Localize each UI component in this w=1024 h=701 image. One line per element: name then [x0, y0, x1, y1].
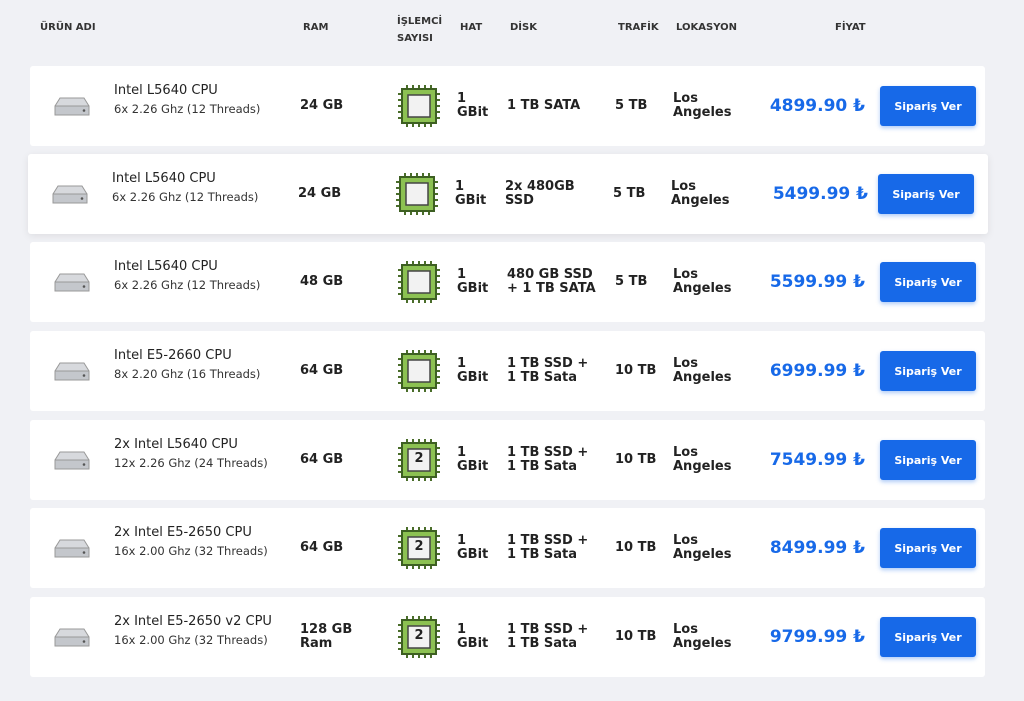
column-header: DİSK — [510, 22, 537, 33]
traffic: 5 TB — [615, 274, 648, 289]
row-card: 2x Intel E5-2650 CPU 16x 2.00 Ghz (32 Thr… — [30, 508, 985, 588]
server-icon — [54, 359, 90, 387]
disk: 1 TB SSD + 1 TB Sata — [507, 445, 589, 474]
disk: 1 TB SSD + 1 TB Sata — [507, 533, 589, 562]
server-icon — [54, 94, 90, 122]
product-spec: 16x 2.00 Ghz (32 Threads) — [114, 544, 268, 558]
product-name: Intel L5640 CPU — [114, 83, 218, 98]
column-header: HAT — [460, 22, 483, 33]
order-button[interactable]: Sipariş Ver — [880, 440, 976, 480]
server-icon — [54, 536, 90, 564]
cpu-icon: 2 — [397, 438, 441, 482]
product-spec: 6x 2.26 Ghz (12 Threads) — [114, 102, 261, 116]
column-header: ÜRÜN ADI — [40, 22, 96, 33]
ram: 24 GB — [300, 98, 344, 113]
cpu-icon: 2 — [397, 526, 441, 570]
product-name: 2x Intel E5-2650 v2 CPU — [114, 614, 272, 629]
traffic: 5 TB — [613, 186, 646, 201]
ram: 64 GB — [300, 452, 344, 467]
product-spec: 12x 2.26 Ghz (24 Threads) — [114, 456, 268, 470]
server-icon — [54, 625, 90, 653]
cpu-count: 2 — [414, 539, 424, 554]
product-name: Intel L5640 CPU — [114, 259, 218, 274]
ram: 64 GB — [300, 540, 344, 555]
product-spec: 16x 2.00 Ghz (32 Threads) — [114, 633, 268, 647]
row-card: 2x Intel E5-2650 v2 CPU 16x 2.00 Ghz (32 … — [30, 597, 985, 677]
product-spec: 8x 2.20 Ghz (16 Threads) — [114, 367, 261, 381]
cpu-icon — [397, 260, 441, 304]
order-button[interactable]: Sipariş Ver — [878, 174, 974, 214]
price: 7549.99 ₺ — [769, 450, 865, 470]
order-button[interactable]: Sipariş Ver — [880, 262, 976, 302]
price: 9799.99 ₺ — [769, 627, 865, 647]
order-button[interactable]: Sipariş Ver — [880, 528, 976, 568]
column-header: LOKASYON — [676, 22, 737, 33]
location: Los Angeles — [673, 267, 732, 296]
column-header: TRAFİK — [618, 22, 659, 33]
traffic: 10 TB — [615, 452, 657, 467]
order-button[interactable]: Sipariş Ver — [880, 617, 976, 657]
cpu-icon: 2 — [397, 615, 441, 659]
column-header: İŞLEMCİ SAYISI — [397, 16, 443, 44]
traffic: 10 TB — [615, 540, 657, 555]
line-speed: 1 GBit — [457, 622, 489, 651]
product-name: 2x Intel E5-2650 CPU — [114, 525, 252, 540]
line-speed: 1 GBit — [455, 179, 487, 208]
row-card: Intel L5640 CPU 6x 2.26 Ghz (12 Threads) 2… — [30, 66, 985, 146]
traffic: 10 TB — [615, 629, 657, 644]
location: Los Angeles — [673, 445, 732, 474]
ram: 24 GB — [298, 186, 342, 201]
cpu-icon — [395, 172, 439, 216]
ram: 64 GB — [300, 363, 344, 378]
cpu-icon — [397, 349, 441, 393]
price: 8499.99 ₺ — [769, 538, 865, 558]
location: Los Angeles — [671, 179, 730, 208]
disk: 1 TB SSD + 1 TB Sata — [507, 356, 589, 385]
row-card: Intel L5640 CPU 6x 2.26 Ghz (12 Threads) 4… — [30, 242, 985, 322]
ram: 128 GB Ram — [300, 622, 353, 651]
row-card: Intel E5-2660 CPU 8x 2.20 Ghz (16 Threads… — [30, 331, 985, 411]
disk: 1 TB SATA — [507, 98, 581, 113]
order-button[interactable]: Sipariş Ver — [880, 351, 976, 391]
order-button[interactable]: Sipariş Ver — [880, 86, 976, 126]
row-card: 2x Intel L5640 CPU 12x 2.26 Ghz (24 Threa… — [30, 420, 985, 500]
product-name: 2x Intel L5640 CPU — [114, 437, 238, 452]
product-name: Intel E5-2660 CPU — [114, 348, 232, 363]
disk: 1 TB SSD + 1 TB Sata — [507, 622, 589, 651]
traffic: 5 TB — [615, 98, 648, 113]
server-icon — [54, 448, 90, 476]
location: Los Angeles — [673, 622, 732, 651]
ram: 48 GB — [300, 274, 344, 289]
location: Los Angeles — [673, 533, 732, 562]
line-speed: 1 GBit — [457, 445, 489, 474]
line-speed: 1 GBit — [457, 356, 489, 385]
line-speed: 1 GBit — [457, 533, 489, 562]
price: 5499.99 ₺ — [772, 184, 868, 204]
server-icon — [52, 182, 88, 210]
cpu-icon — [397, 84, 441, 128]
disk: 480 GB SSD + 1 TB SATA — [507, 267, 596, 296]
disk: 2x 480GB SSD — [505, 179, 575, 208]
product-name: Intel L5640 CPU — [112, 171, 216, 186]
column-header: RAM — [303, 22, 329, 33]
product-spec: 6x 2.26 Ghz (12 Threads) — [112, 190, 259, 204]
price: 6999.99 ₺ — [769, 361, 865, 381]
cpu-count: 2 — [414, 628, 424, 643]
column-header: FİYAT — [835, 22, 866, 33]
cpu-count: 2 — [414, 451, 424, 466]
traffic: 10 TB — [615, 363, 657, 378]
location: Los Angeles — [673, 91, 732, 120]
price: 5599.99 ₺ — [769, 272, 865, 292]
location: Los Angeles — [673, 356, 732, 385]
product-spec: 6x 2.26 Ghz (12 Threads) — [114, 278, 261, 292]
server-icon — [54, 270, 90, 298]
price: 4899.90 ₺ — [769, 96, 865, 116]
row-card: Intel L5640 CPU 6x 2.26 Ghz (12 Threads) 2… — [28, 154, 988, 234]
line-speed: 1 GBit — [457, 267, 489, 296]
line-speed: 1 GBit — [457, 91, 489, 120]
